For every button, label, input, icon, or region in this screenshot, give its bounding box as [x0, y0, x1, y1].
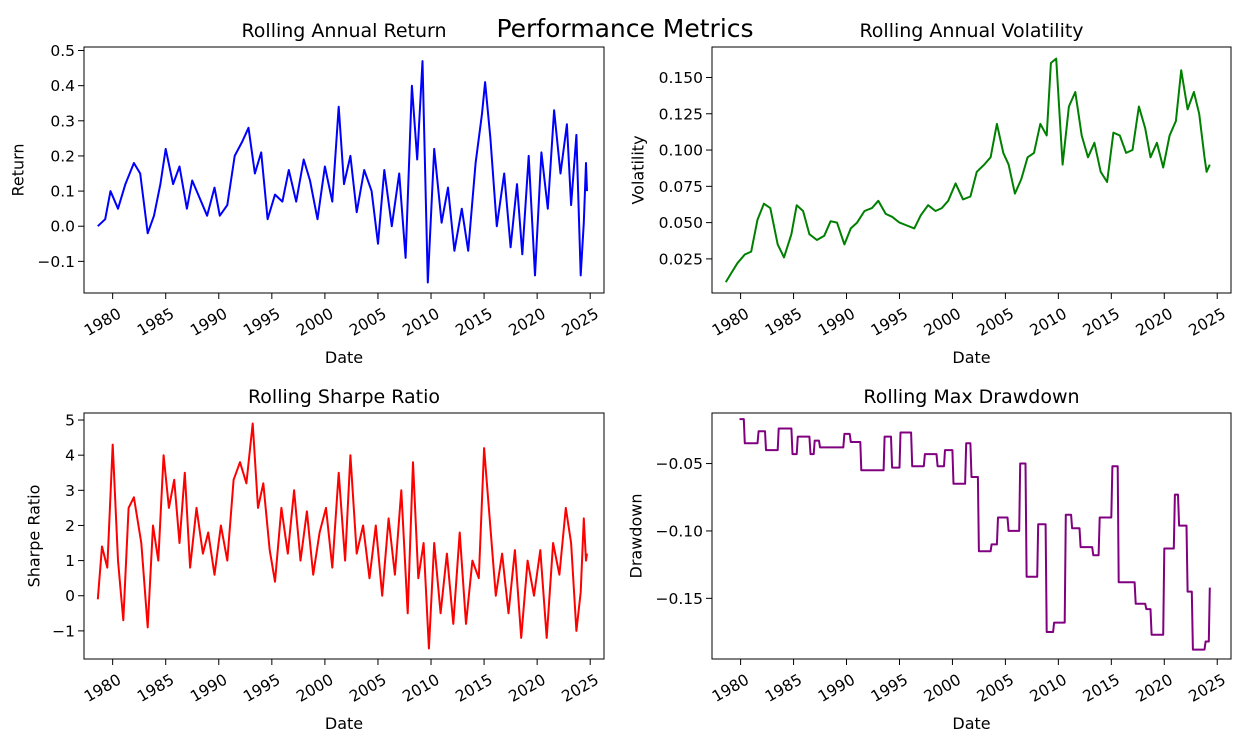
volatility-series-line: [724, 57, 1211, 283]
return-y-tick-label: 0.0: [50, 218, 75, 236]
return-y-tick-label: 0.4: [50, 77, 75, 95]
sharpe-axes-frame: [83, 412, 605, 660]
drawdown-y-tick-label: −0.05: [656, 455, 704, 473]
sharpe-y-tick-label: 0: [65, 587, 75, 605]
return-y-tick-label: 0.1: [50, 183, 75, 201]
return-y-tick-label: 0.2: [50, 147, 75, 165]
volatility-y-tick-label: 0.100: [659, 142, 703, 160]
volatility-y-tick-label: 0.150: [659, 69, 703, 87]
return-y-tick-label: 0.5: [50, 42, 75, 60]
return-axes-frame: [83, 46, 605, 294]
drawdown-y-tick-label: −0.10: [656, 522, 704, 540]
drawdown-y-tick-label: −0.15: [656, 590, 704, 608]
return-y-tick-label: 0.3: [50, 112, 75, 130]
return-series-line: [97, 60, 588, 284]
volatility-x-axis-label: Date: [952, 348, 990, 367]
drawdown-series-line: [739, 418, 1211, 651]
sharpe-series-line: [96, 422, 588, 650]
volatility-panel-title: Rolling Annual Volatility: [859, 20, 1083, 42]
figure-title: Performance Metrics: [496, 14, 753, 43]
sharpe-y-tick-label: 3: [65, 482, 75, 500]
sharpe-panel-title: Rolling Sharpe Ratio: [248, 386, 440, 408]
sharpe-y-tick-label: −1: [52, 622, 75, 640]
sharpe-y-tick-label: 2: [65, 517, 75, 535]
sharpe-x-axis-label: Date: [325, 714, 363, 733]
drawdown-y-axis-label: Drawdown: [627, 494, 646, 579]
volatility-y-tick-label: 0.025: [659, 250, 703, 268]
sharpe-y-tick-label: 1: [65, 552, 75, 570]
volatility-axes-frame: [711, 46, 1232, 294]
sharpe-y-tick-label: 5: [65, 412, 75, 430]
drawdown-x-axis-label: Date: [952, 714, 990, 733]
return-y-axis-label: Return: [9, 143, 28, 196]
return-panel-title: Rolling Annual Return: [241, 20, 446, 42]
drawdown-axes-frame: [711, 412, 1232, 660]
drawdown-panel-title: Rolling Max Drawdown: [863, 386, 1079, 408]
sharpe-y-axis-label: Sharpe Ratio: [25, 485, 44, 588]
volatility-y-tick-label: 0.075: [659, 178, 703, 196]
return-y-tick-label: −0.1: [37, 253, 75, 271]
volatility-y-axis-label: Volatility: [629, 135, 648, 204]
sharpe-y-tick-label: 4: [65, 447, 75, 465]
volatility-y-tick-label: 0.125: [659, 105, 703, 123]
return-x-axis-label: Date: [325, 348, 363, 367]
volatility-y-tick-label: 0.050: [659, 214, 703, 232]
